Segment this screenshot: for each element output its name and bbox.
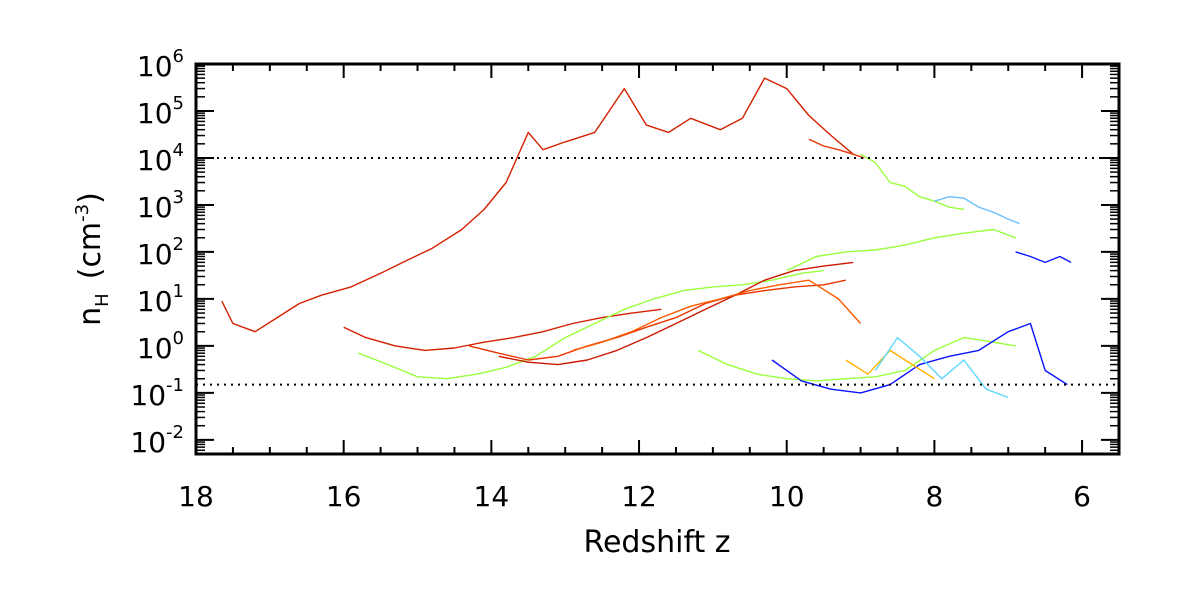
axis-ticks (195, 63, 1120, 455)
x-tick-label-1: 16 (326, 480, 362, 513)
series-line-8 (469, 279, 846, 361)
x-tick-label-6: 6 (1073, 480, 1091, 513)
series-line-14 (874, 336, 1009, 399)
plot-frame (194, 62, 1121, 456)
series-line-7 (358, 269, 824, 380)
y-tick-label-7: 10-1 (130, 375, 184, 412)
y-tick-label-4: 102 (137, 234, 184, 271)
series-line-4 (1015, 251, 1072, 264)
x-axis-title: Redshift z (583, 525, 730, 560)
x-tick-label-3: 12 (621, 480, 657, 513)
series-line-3 (934, 195, 1020, 225)
y-tick-label-8: 10-2 (130, 422, 184, 459)
series-line-12 (771, 322, 1068, 394)
series-line-13 (845, 349, 935, 380)
series-line-5 (786, 228, 1016, 272)
y-axis-title: nH (cm-3) (72, 192, 113, 326)
x-tick-label-5: 8 (925, 480, 943, 513)
reference-lines (196, 156, 1119, 386)
y-tick-label-3: 103 (137, 187, 184, 224)
series-line-6 (343, 308, 662, 352)
series-layer (221, 77, 1072, 399)
series-line-2 (860, 153, 965, 211)
y-axis-subscript: H (92, 293, 113, 307)
x-tick-label-4: 10 (769, 480, 805, 513)
y-axis-unit-exp: -3 (72, 204, 93, 222)
y-tick-label-1: 105 (137, 93, 184, 130)
series-line-11 (697, 336, 1016, 382)
y-axis-unit-close: ) (73, 192, 108, 204)
series-line-10 (572, 279, 862, 352)
y-tick-label-5: 101 (137, 281, 184, 318)
series-line-1 (808, 138, 865, 159)
y-axis-unit-open: (cm (73, 222, 108, 279)
x-tick-label-2: 14 (474, 480, 510, 513)
x-tick-label-0: 18 (178, 480, 214, 513)
y-tick-label-0: 106 (137, 46, 184, 83)
tick-labels: 18 16 14 12 10 8 6 106 105 104 103 102 101 100 10-1 10-… (130, 46, 1091, 513)
y-axis-symbol: n (73, 307, 108, 326)
y-tick-label-2: 104 (137, 140, 184, 177)
series-line-9 (498, 261, 854, 366)
series-line-0 (221, 77, 854, 333)
y-tick-label-6: 100 (137, 328, 184, 365)
